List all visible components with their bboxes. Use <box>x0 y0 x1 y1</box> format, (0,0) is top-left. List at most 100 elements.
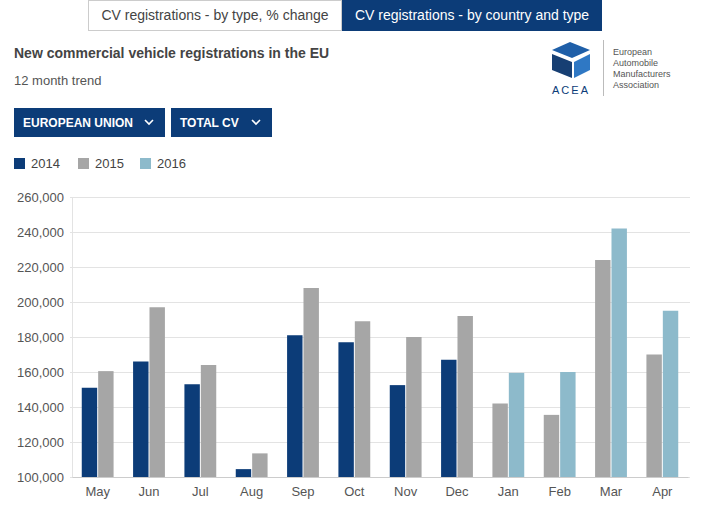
legend-swatch <box>14 158 25 169</box>
bar <box>611 229 626 478</box>
bar <box>287 335 302 477</box>
bar <box>441 360 456 477</box>
tab: CV registrations - by type, % change <box>89 1 342 31</box>
bar <box>544 415 559 477</box>
bar <box>236 469 251 477</box>
selector-label[interactable]: EUROPEAN UNION <box>23 116 133 130</box>
x-tick-label: Mar <box>600 484 623 499</box>
x-tick-label: Jan <box>498 484 519 499</box>
y-axis-line <box>72 198 73 478</box>
x-tick-label: Apr <box>652 484 673 499</box>
x-tick-label: May <box>85 484 110 499</box>
bar <box>355 321 370 477</box>
tab: CV registrations - by country and type <box>343 1 602 31</box>
bar <box>184 384 199 477</box>
x-tick: Dec <box>445 477 469 499</box>
y-axis: 100,000 120,000 140,000 160,000 180,000 200,0… <box>17 190 73 485</box>
y-tick-label: 200,000 <box>17 295 64 310</box>
y-tick: 120,000 <box>17 435 72 450</box>
x-tick: Jan <box>498 477 519 499</box>
logo-icon <box>552 54 572 78</box>
x-tick-label: Aug <box>240 484 263 499</box>
bar <box>457 316 472 477</box>
legend-label: 2015 <box>95 156 124 171</box>
x-tick-label: Feb <box>548 484 570 499</box>
grid <box>70 198 690 478</box>
bar <box>201 365 216 477</box>
bar <box>252 453 267 477</box>
y-tick-label: 100,000 <box>17 470 64 485</box>
logo-icon <box>552 42 590 58</box>
y-tick: 140,000 <box>17 400 72 415</box>
y-tick-label: 220,000 <box>17 260 64 275</box>
logo-text: European <box>613 47 652 57</box>
chart-title: New commercial vehicle registrations in … <box>14 45 329 61</box>
y-tick: 200,000 <box>17 295 72 310</box>
grid-line <box>70 477 690 478</box>
x-axis-line <box>73 477 689 478</box>
logo-separator <box>603 40 604 96</box>
chart-subtitle: 12 month trend <box>14 73 101 88</box>
selector[interactable]: TOTAL CV <box>171 108 272 137</box>
x-tick-label: Sep <box>291 484 314 499</box>
selector-background[interactable] <box>171 108 272 137</box>
x-tick: Mar <box>600 477 623 499</box>
y-tick: 240,000 <box>17 225 72 240</box>
bar <box>595 260 610 477</box>
tab-label: CV registrations - by type, % change <box>101 7 328 23</box>
legend-label: 2014 <box>31 156 60 171</box>
y-tick: 100,000 <box>17 470 72 485</box>
x-tick: May <box>85 477 110 499</box>
y-tick: 180,000 <box>17 330 72 345</box>
logo-icon <box>574 54 590 78</box>
bar <box>560 372 575 477</box>
x-tick: Oct <box>344 477 365 499</box>
x-tick: Feb <box>548 477 570 499</box>
y-tick-label: 180,000 <box>17 330 64 345</box>
logo-text: Automobile <box>613 58 658 68</box>
bar <box>149 307 164 477</box>
bar <box>406 337 421 477</box>
x-tick: Apr <box>652 477 673 499</box>
bar <box>390 385 405 477</box>
y-tick-label: 140,000 <box>17 400 64 415</box>
x-tick-label: Nov <box>394 484 418 499</box>
x-tick-label: Oct <box>344 484 365 499</box>
bar <box>646 355 661 478</box>
x-tick: Jun <box>139 477 160 499</box>
x-tick-label: Dec <box>445 484 469 499</box>
logo-name: ACEA <box>552 84 590 96</box>
legend: 2014 2015 2016 <box>14 156 186 171</box>
selector[interactable]: EUROPEAN UNION <box>14 108 165 137</box>
selector-background[interactable] <box>14 108 165 137</box>
x-tick: Aug <box>240 477 263 499</box>
selector-chevron <box>252 120 260 124</box>
chart-svg: CV registrations - by type, % change CV r… <box>0 0 704 512</box>
grid-line <box>70 232 690 233</box>
bar <box>509 373 524 477</box>
logo: ACEA EuropeanAutomobileManufacturersAssoc… <box>552 40 671 96</box>
bar <box>82 388 97 477</box>
logo-text: Association <box>613 80 659 90</box>
y-tick-label: 260,000 <box>17 190 64 205</box>
bar <box>338 342 353 477</box>
selector-label[interactable]: TOTAL CV <box>180 116 239 130</box>
y-tick-label: 160,000 <box>17 365 64 380</box>
bars <box>82 229 678 478</box>
tab-background <box>89 1 342 31</box>
logo-text: Manufacturers <box>613 69 671 79</box>
legend-swatch <box>140 158 151 169</box>
x-tick: Nov <box>394 477 418 499</box>
selector-chevron <box>145 120 153 124</box>
legend-swatch <box>78 158 89 169</box>
x-tick-label: Jun <box>139 484 160 499</box>
bar <box>663 311 678 477</box>
y-tick: 220,000 <box>17 260 72 275</box>
tab-background <box>343 1 602 31</box>
bar <box>98 371 113 477</box>
bar <box>133 362 148 478</box>
legend-label: 2016 <box>157 156 186 171</box>
bar <box>492 404 507 478</box>
tab-label: CV registrations - by country and type <box>355 7 589 23</box>
grid-line <box>70 197 690 198</box>
